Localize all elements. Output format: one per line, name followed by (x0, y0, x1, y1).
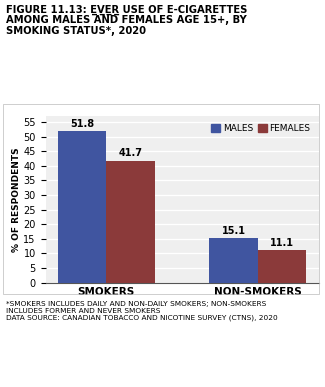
Text: 51.8: 51.8 (70, 119, 94, 129)
Text: DATA SOURCE: CANADIAN TOBACCO AND NICOTINE SURVEY (CTNS), 2020: DATA SOURCE: CANADIAN TOBACCO AND NICOTI… (6, 315, 278, 321)
Y-axis label: % OF RESPONDENTS: % OF RESPONDENTS (11, 147, 20, 252)
Text: *SMOKERS INCLUDES DAILY AND NON-DAILY SMOKERS; NON-SMOKERS: *SMOKERS INCLUDES DAILY AND NON-DAILY SM… (6, 301, 267, 307)
Text: 15.1: 15.1 (221, 226, 245, 236)
Bar (58, 131, 106, 283)
Bar (106, 161, 155, 283)
Text: INCLUDES FORMER AND NEVER SMOKERS: INCLUDES FORMER AND NEVER SMOKERS (6, 308, 161, 314)
Text: SMOKING STATUS*, 2020: SMOKING STATUS*, 2020 (6, 26, 147, 36)
Text: 11.1: 11.1 (270, 238, 294, 248)
Bar (209, 238, 258, 283)
Text: FIGURE 11.13: E̲V̲E̲R̲ USE OF E-CIGARETTES: FIGURE 11.13: E̲V̲E̲R̲ USE OF E-CIGARETT… (6, 5, 248, 15)
Text: AMONG MALES AND FEMALES AGE 15+, BY: AMONG MALES AND FEMALES AGE 15+, BY (6, 15, 247, 25)
Text: 41.7: 41.7 (119, 149, 143, 158)
Bar (258, 250, 306, 283)
Legend: MALES, FEMALES: MALES, FEMALES (208, 121, 314, 137)
